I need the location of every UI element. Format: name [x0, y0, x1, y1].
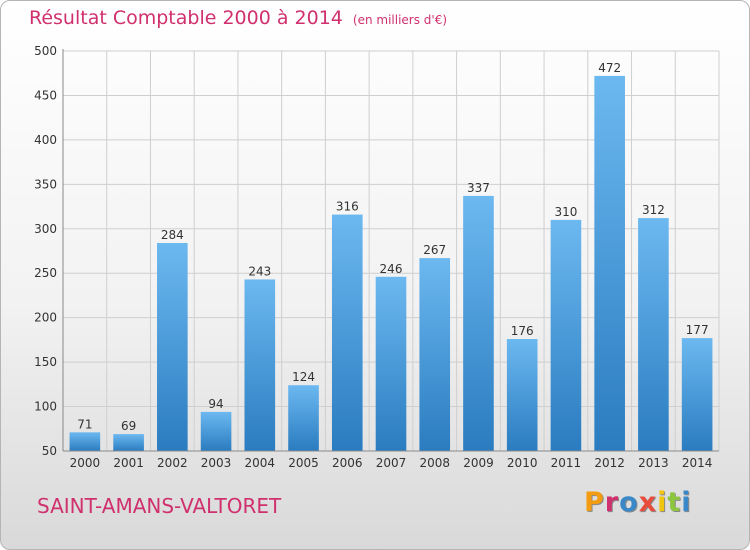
- data-label: 124: [292, 370, 315, 384]
- y-tick-label: 250: [34, 266, 57, 280]
- y-tick-label: 500: [34, 44, 57, 58]
- logo-letter: P: [584, 487, 605, 518]
- x-tick-label: 2014: [682, 456, 713, 470]
- x-tick-label: 2007: [376, 456, 407, 470]
- data-label: 176: [511, 324, 534, 338]
- x-tick-label: 2005: [288, 456, 319, 470]
- y-tick-label: 100: [34, 400, 57, 414]
- bar: [331, 214, 363, 451]
- logo-letter: i: [657, 487, 668, 518]
- chart-title-row: Résultat Comptable 2000 à 2014 (en millie…: [29, 7, 447, 29]
- bar: [550, 219, 582, 451]
- x-tick-label: 2008: [419, 456, 450, 470]
- x-tick-label: 2006: [332, 456, 363, 470]
- logo-letter: o: [619, 487, 639, 518]
- bar: [638, 218, 669, 451]
- bar: [157, 243, 188, 451]
- y-tick-label: 450: [34, 88, 57, 102]
- bar: [506, 339, 538, 451]
- bar: [113, 434, 144, 451]
- bar: [594, 75, 625, 451]
- data-label: 246: [380, 262, 403, 276]
- data-label: 312: [642, 203, 665, 217]
- x-tick-label: 2003: [201, 456, 232, 470]
- data-label: 284: [161, 228, 184, 242]
- y-tick-label: 300: [34, 222, 57, 236]
- place-name: SAINT-AMANS-VALTORET: [37, 494, 282, 518]
- proxiti-logo: Proxiti: [584, 487, 692, 518]
- y-tick-label: 200: [34, 311, 57, 325]
- x-tick-label: 2001: [113, 456, 144, 470]
- data-label: 177: [686, 323, 709, 337]
- logo-letter: r: [604, 487, 620, 518]
- bar: [288, 385, 319, 451]
- logo-letter: i: [681, 487, 692, 518]
- logo-letter: t: [667, 487, 682, 518]
- bar: [200, 411, 232, 451]
- x-tick-label: 2004: [245, 456, 276, 470]
- chart-title: Résultat Comptable 2000 à 2014: [29, 7, 343, 29]
- x-tick-label: 2013: [638, 456, 669, 470]
- data-label: 71: [77, 417, 92, 431]
- bar: [244, 279, 276, 451]
- y-tick-label: 150: [34, 355, 57, 369]
- bar: [375, 276, 407, 451]
- data-label: 310: [554, 205, 577, 219]
- y-tick-label: 50: [42, 444, 57, 458]
- logo-letter: x: [638, 487, 658, 518]
- x-tick-label: 2009: [463, 456, 494, 470]
- x-tick-label: 2012: [594, 456, 625, 470]
- data-label: 94: [208, 397, 223, 411]
- data-label: 316: [336, 200, 359, 214]
- data-label: 472: [598, 61, 621, 75]
- bar: [681, 338, 713, 451]
- x-tick-label: 2002: [157, 456, 188, 470]
- x-tick-label: 2000: [70, 456, 101, 470]
- bar: [419, 258, 451, 451]
- bar: [69, 432, 101, 451]
- x-tick-label: 2010: [507, 456, 538, 470]
- data-label: 243: [248, 264, 271, 278]
- data-label: 337: [467, 181, 490, 195]
- chart-unit: (en milliers d'€): [352, 13, 448, 27]
- y-tick-label: 350: [34, 177, 57, 191]
- y-tick-label: 400: [34, 133, 57, 147]
- x-tick-label: 2011: [551, 456, 582, 470]
- bar: [463, 195, 494, 451]
- data-label: 69: [121, 419, 136, 433]
- data-label: 267: [423, 243, 446, 257]
